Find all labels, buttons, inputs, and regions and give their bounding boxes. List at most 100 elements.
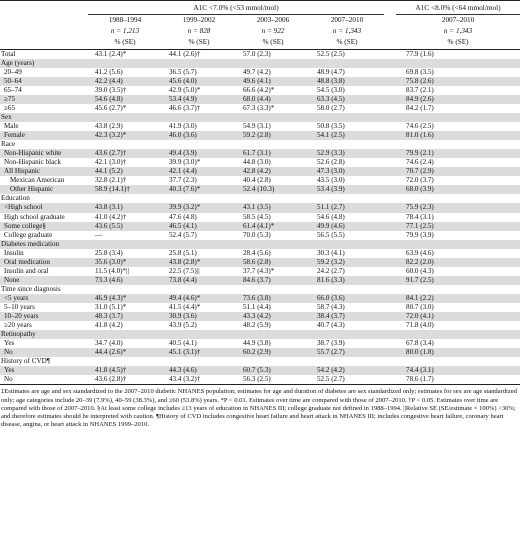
row-label: 5–10 years [4,302,35,311]
value-cell: 39.9 (3.2)* [162,203,236,213]
header-period: 2003–2006 [256,16,290,25]
value-cell: 48.8 (3.8) [310,76,385,86]
table-row: Insulin and oral 11.5 (4.0)*|| 22.5 (7.5)|… [0,267,520,276]
value-cell: — [95,230,103,239]
value-cell: 68.0 (3.9) [396,185,520,195]
value-cell: 41.5 (4.4)* [169,302,201,311]
value-cell: 74.6 (2.5) [406,122,434,131]
table-row: Total 43.1 (2.4)* 44.1 (2.6)† 57.0 (2.3) 52.… [0,49,520,59]
value-cell: 44.1 (5.2) [88,167,162,177]
value-cell: 54.1 (2.5) [310,131,385,141]
row-label: No [0,375,88,386]
value-cell: 78.4 (3.1) [406,212,434,221]
header-n: n = 828 [187,27,211,36]
value-cell: 41.8 (4.5)† [88,366,162,376]
value-cell: 56.3 (2.5) [236,375,310,386]
value-cell: 75.9 (2.3) [396,203,520,213]
table-row: ≥20 years 41.8 (4.2) 43.9 (5.2) 48.2 (5.9) 4… [0,321,520,330]
value-cell: 41.8 (4.2) [95,321,123,330]
value-cell: 37.7 (2.3) [169,176,197,185]
value-cell: 22.5 (7.5)|| [169,266,200,275]
value-cell: 60.0 (4.3) [406,266,434,275]
table-row: High school graduate 41.0 (4.2)† 47.6 (4.8… [0,213,520,222]
section-label: Age (years) [0,58,88,68]
value-cell: 53.4 (4.9) [162,94,236,104]
value-cell: 30.3 (4.1) [317,248,345,257]
header-period-row: 1988–1994 1999–2002 2003–2006 2007–2010 … [0,15,520,27]
value-cell: 52.4 (5.7) [169,230,197,239]
value-cell: 44.4 (2.6)* [88,348,162,358]
value-cell: 72.0 (3.7) [406,176,434,185]
value-cell: 43.8 (2.9) [95,122,123,131]
value-cell: 66.6 (4.2)* [243,85,275,94]
table-row: Female 42.3 (3.2)* 46.0 (3.6) 59.2 (2.8) 54.… [0,131,520,141]
value-cell: 71.8 (4.0) [406,321,434,330]
value-cell: 38.7 (3.9) [317,339,345,348]
value-cell: 73.8 (4.4) [162,275,236,285]
header-group-a1c-8: A1C <8.0% (<64 mmol/mol) [396,0,520,16]
value-cell: 42.1 (3.0)† [95,158,127,167]
value-cell: 82.2 (2.0) [396,257,520,267]
row-label: Yes [4,339,15,348]
section-label: Race [1,140,16,149]
value-cell: 59.2 (3.2) [310,257,385,267]
value-cell: 84.6 (3.7) [236,275,310,285]
value-cell: 77.9 (1.6) [406,49,434,58]
section-label: Sex [0,112,88,123]
value-cell: 46.0 (3.6) [162,131,236,141]
table-row: No 44.4 (2.6)* 45.1 (3.1)† 60.2 (2.9) 55.7 (… [0,348,520,358]
value-cell: 49.7 (4.2) [243,67,271,76]
value-cell: 43.6 (2.7)† [88,149,162,159]
value-cell: 67.8 (3.4) [406,339,434,348]
section-row: Diabetes medication [0,239,520,249]
value-cell: 54.5 (3.0) [317,85,345,94]
table-row: 65–74 39.0 (3.5)† 42.9 (5.0)* 66.6 (4.2)* 54… [0,86,520,95]
value-cell: 49.4 (3.9) [162,149,236,159]
section-row: History of CVD¶ [0,357,520,366]
value-cell: 48.3 (3.7) [88,312,162,322]
value-cell: 42.3 (3.2)* [88,131,162,141]
value-cell: 42.8 (4.2) [236,167,310,177]
section-label: Retinopathy [0,330,88,340]
row-label: 65–74 [4,85,22,94]
header-period: 2007–2010 [330,16,364,25]
value-cell: 30.9 (3.6) [162,312,236,322]
header-period: 1988–1994 [108,16,142,25]
header-unit: % (SE) [396,37,520,50]
value-cell: 28.4 (5.6) [243,248,271,257]
value-cell: 46.9 (4.3)* [88,293,162,303]
value-cell: 46.6 (3.7)† [169,103,201,112]
table-row: No 43.6 (2.8)† 43.4 (3.2)† 56.3 (2.5) 52.5 (… [0,375,520,386]
value-cell: 72.0 (4.1) [396,312,520,322]
value-cell: 39.0 (3.5)† [95,85,127,94]
value-cell: 81.6 (3.3) [310,275,385,285]
value-cell: 43.1 (3.5) [236,203,310,213]
value-cell: 24.2 (2.7) [317,266,345,275]
value-cell: 66.0 (3.6) [310,293,385,303]
row-label: ≥20 years [4,321,32,330]
value-cell: 32.8 (2.1)† [95,176,127,185]
table-row: Male 43.8 (2.9) 41.9 (3.0) 54.9 (3.1) 50.8 (… [0,122,520,131]
value-cell: 80.0 (1.8) [396,348,520,358]
table-row: <5 years 46.9 (4.3)* 49.4 (4.6)* 73.6 (3.8)… [0,293,520,303]
value-cell: 43.3 (4.2) [236,312,310,322]
value-cell: 74.6 (2.4) [406,158,434,167]
row-label: ≥65 [4,103,15,112]
row-label: All Hispanic [0,167,88,177]
value-cell: 73.3 (4.6) [88,275,162,285]
header-n: n = 1,213 [110,27,140,36]
value-cell: 25.8 (3.4) [95,248,123,257]
value-cell: 43.1 (2.4)* [95,49,127,58]
table-body: Total 43.1 (2.4)* 44.1 (2.6)† 57.0 (2.3) 52.… [0,49,520,386]
row-label: Non-Hispanic white [0,149,88,159]
value-cell: 79.9 (2.1) [396,149,520,159]
value-cell: 47.3 (3.0) [310,167,385,177]
value-cell: 49.9 (4.6) [310,221,385,231]
value-cell: 43.8 (2.8)* [162,257,236,267]
value-cell: 35.6 (3.0)* [88,257,162,267]
value-cell: 45.1 (3.1)† [162,348,236,358]
row-label: Female [0,131,88,141]
value-cell: 70.7 (2.9) [396,167,520,177]
value-cell: 58.6 (2.8) [236,257,310,267]
header-unit: % (SE) [88,37,162,50]
